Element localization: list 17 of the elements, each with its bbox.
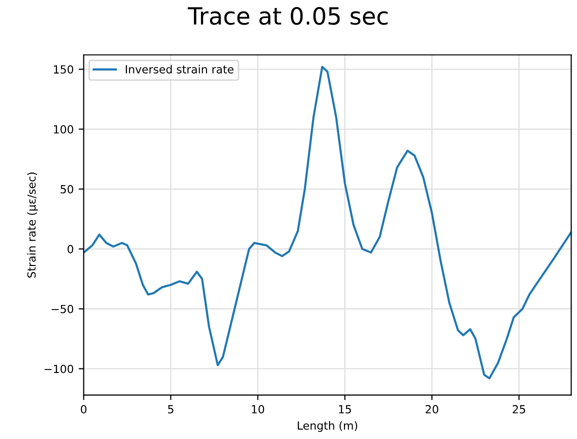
legend-label: Inversed strain rate <box>126 64 234 74</box>
x-tick-label: 20 <box>426 405 438 414</box>
y-tick-label: −100 <box>44 364 74 374</box>
chart-title: Trace at 0.05 sec <box>188 7 388 25</box>
y-axis-title: Strain rate (με/sec) <box>27 172 38 278</box>
x-axis-title: Length (m) <box>298 421 358 432</box>
x-tick-label: 5 <box>168 405 174 414</box>
y-tick-label: 50 <box>60 185 74 194</box>
x-tick-label: 0 <box>80 405 86 414</box>
y-tick-label: 0 <box>68 244 74 254</box>
y-tick-label: 150 <box>54 65 74 74</box>
x-tick-label: 15 <box>339 405 351 414</box>
y-tick-label: 100 <box>54 125 74 134</box>
line-series <box>84 66 572 380</box>
y-tick-label: −50 <box>52 304 74 314</box>
x-tick-label: 10 <box>252 405 264 414</box>
x-tick-label: 25 <box>512 405 526 414</box>
